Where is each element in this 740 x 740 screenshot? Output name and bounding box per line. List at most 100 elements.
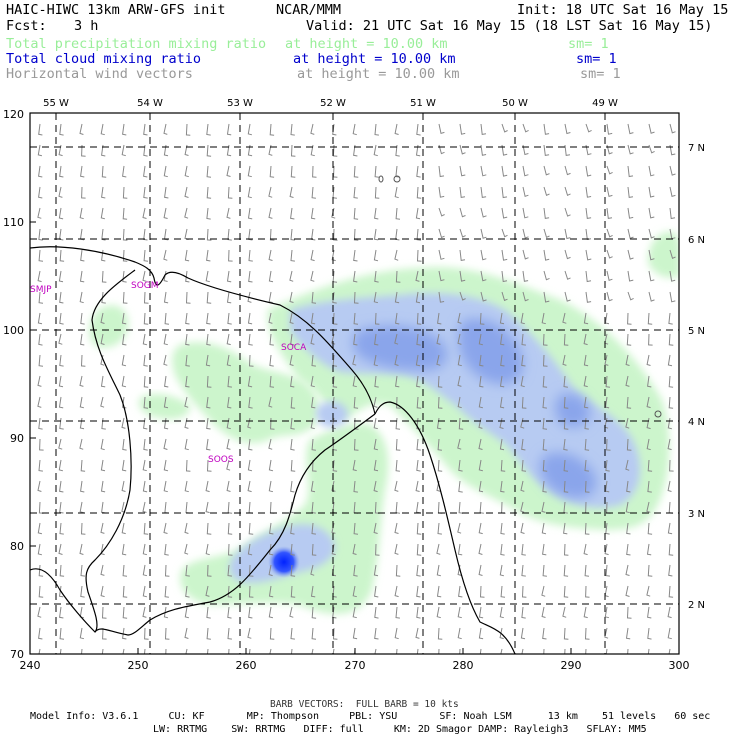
wind-barb bbox=[163, 480, 168, 493]
field-cloud-level: at height = 10.00 km bbox=[293, 51, 456, 67]
wind-barb bbox=[583, 543, 588, 556]
wind-barb bbox=[226, 270, 232, 283]
field-wind-level: at height = 10.00 km bbox=[297, 66, 460, 82]
wind-barb bbox=[373, 438, 379, 451]
wind-barb bbox=[501, 270, 508, 283]
wind-barb bbox=[100, 375, 106, 388]
wind-barb bbox=[185, 501, 190, 514]
wind-barb bbox=[501, 207, 508, 219]
wind-barb bbox=[394, 333, 399, 345]
wind-barb bbox=[459, 207, 466, 218]
wind-barb bbox=[479, 648, 482, 654]
wind-barb bbox=[606, 438, 611, 451]
wind-barb bbox=[627, 228, 634, 239]
wind-barb bbox=[143, 396, 149, 409]
wind-barb bbox=[374, 165, 380, 178]
wind-barb bbox=[268, 291, 273, 304]
wind-barb bbox=[38, 585, 44, 598]
wind-barb bbox=[478, 606, 484, 619]
wind-barb bbox=[606, 249, 613, 259]
wind-barb bbox=[563, 585, 569, 598]
wind-barb bbox=[163, 522, 168, 534]
wind-barb bbox=[38, 354, 44, 367]
wind-barb bbox=[668, 564, 673, 577]
wind-barb bbox=[248, 438, 253, 451]
wind-barb bbox=[584, 459, 589, 472]
wind-barb bbox=[269, 522, 274, 535]
wind-barb bbox=[38, 417, 43, 430]
wind-barb bbox=[459, 228, 466, 238]
wind-barb bbox=[585, 249, 592, 261]
wind-barb bbox=[457, 543, 463, 556]
org-label: NCAR/MMM bbox=[276, 2, 342, 18]
wind-barb bbox=[79, 417, 85, 430]
wind-barb bbox=[81, 144, 86, 157]
wind-barb bbox=[37, 312, 43, 325]
lon-label: 50 W bbox=[502, 98, 528, 109]
wind-barb bbox=[290, 375, 295, 388]
wind-barb bbox=[80, 354, 86, 367]
wind-barb bbox=[184, 207, 189, 219]
wind-barb bbox=[184, 165, 189, 178]
wind-barb bbox=[81, 186, 86, 199]
wind-barb bbox=[395, 501, 401, 514]
wind-barb bbox=[353, 564, 358, 577]
wind-barb bbox=[268, 480, 274, 493]
wind-barb bbox=[206, 417, 211, 430]
wind-barb bbox=[374, 186, 380, 199]
wind-barb bbox=[352, 585, 357, 598]
wind-barb bbox=[311, 648, 314, 654]
wind-barb bbox=[206, 312, 211, 325]
wind-barb bbox=[458, 459, 463, 472]
wind-barb bbox=[38, 249, 44, 262]
wind-barb bbox=[226, 123, 232, 136]
wind-barb bbox=[311, 354, 316, 367]
wind-barb bbox=[290, 543, 295, 556]
wind-barb bbox=[184, 438, 189, 451]
wind-barb bbox=[394, 585, 399, 598]
wind-barb bbox=[605, 459, 610, 472]
wind-barb bbox=[522, 165, 529, 177]
wind-barb bbox=[100, 459, 106, 472]
wind-barb bbox=[458, 480, 463, 493]
wind-barb bbox=[163, 207, 168, 219]
wind-barb bbox=[585, 648, 587, 654]
wind-barb bbox=[289, 312, 294, 324]
wind-barb bbox=[374, 270, 379, 283]
wind-barb bbox=[353, 207, 359, 220]
wind-barb bbox=[268, 543, 274, 556]
wind-barb bbox=[374, 648, 377, 654]
wind-barb bbox=[605, 375, 611, 388]
wind-barb bbox=[415, 291, 421, 304]
wind-barb bbox=[584, 480, 590, 493]
wind-barb bbox=[206, 333, 211, 346]
wind-barb bbox=[142, 606, 147, 618]
wind-barb bbox=[121, 354, 127, 367]
wind-barb bbox=[290, 417, 295, 430]
wind-barb bbox=[479, 501, 484, 514]
wind-barb bbox=[436, 585, 442, 598]
wind-barb bbox=[543, 165, 550, 176]
wind-barb bbox=[522, 291, 529, 302]
wind-barb bbox=[184, 144, 189, 156]
wind-barb bbox=[542, 459, 548, 472]
wind-barb bbox=[227, 522, 233, 535]
wind-barb bbox=[37, 375, 42, 387]
wind-barb bbox=[668, 648, 671, 654]
field-precip-smooth: sm= 1 bbox=[568, 36, 609, 52]
wind-barb bbox=[59, 165, 64, 178]
wind-barb bbox=[38, 501, 44, 514]
wind-barb bbox=[648, 165, 655, 177]
wind-barb bbox=[395, 270, 401, 283]
wind-barb bbox=[122, 123, 127, 136]
wind-barb bbox=[163, 354, 168, 366]
wind-barb bbox=[100, 396, 105, 408]
wind-barb bbox=[438, 648, 440, 654]
wind-barb bbox=[100, 522, 105, 534]
wind-barb bbox=[563, 459, 569, 472]
wind-barb bbox=[437, 522, 442, 535]
field-precip-level: at height = 10.00 km bbox=[285, 36, 448, 52]
wind-barb bbox=[395, 606, 400, 619]
wind-barb bbox=[648, 207, 655, 219]
wind-barb bbox=[646, 396, 651, 409]
